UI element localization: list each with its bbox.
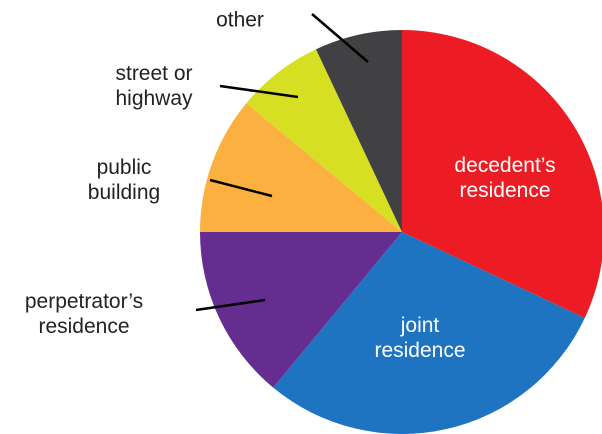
pie-slice xyxy=(200,103,402,232)
leader-line xyxy=(311,13,369,63)
slice-label: street or highway xyxy=(115,62,193,110)
slice-label: public building xyxy=(87,156,161,204)
pie-slice xyxy=(200,232,402,388)
leader-line xyxy=(209,178,273,198)
pie-slice xyxy=(315,30,402,232)
leader-line xyxy=(195,298,266,312)
pie-slice xyxy=(273,232,585,434)
slice-label: decedent’s residence xyxy=(454,154,556,202)
slice-label: joint residence xyxy=(374,314,466,362)
slice-label: perpetrator’s residence xyxy=(24,290,144,338)
slice-label: other xyxy=(216,8,264,32)
pie-slice xyxy=(402,30,602,319)
leader-line xyxy=(219,84,299,99)
